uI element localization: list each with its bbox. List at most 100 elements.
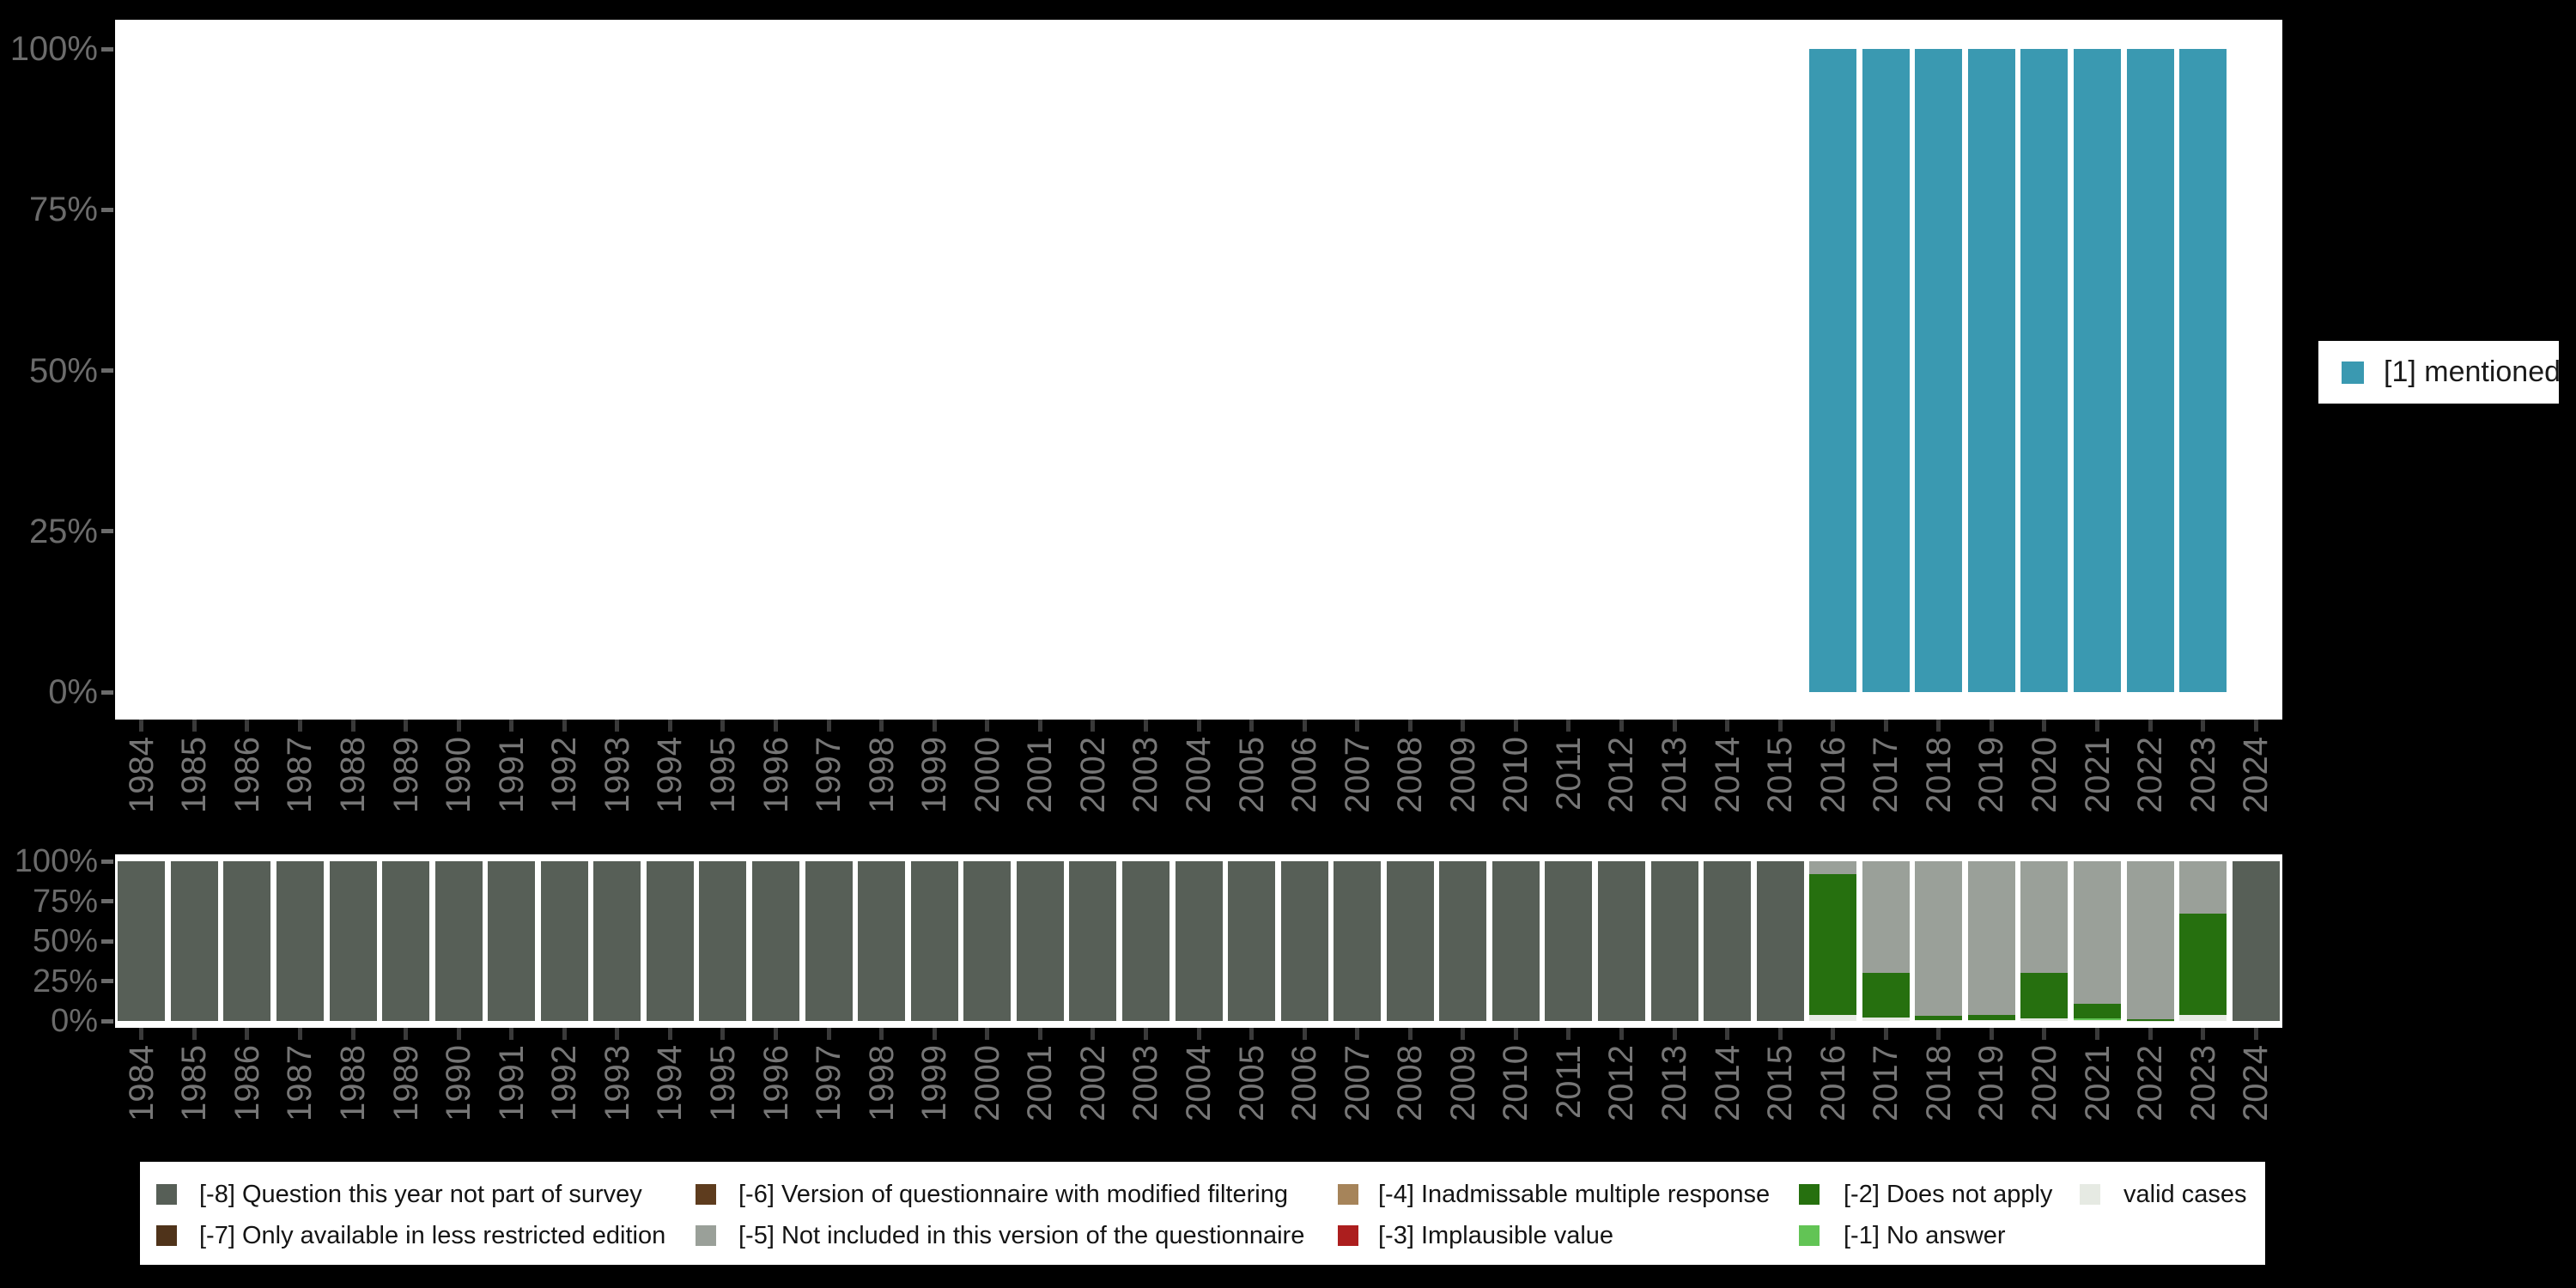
x-axis-label: 2006: [1285, 737, 1324, 813]
y-axis-tick: [101, 207, 113, 212]
x-axis-label: 1998: [862, 1045, 901, 1121]
x-axis-label: 1991: [492, 1045, 531, 1121]
bar-mentioned: [2074, 49, 2122, 692]
bar-segment: [1967, 861, 2015, 1015]
bar-segment: [2126, 861, 2174, 1019]
x-axis-tick: [1302, 1028, 1307, 1040]
x-axis-label: 1984: [122, 1045, 161, 1121]
x-axis-label: 2020: [2025, 737, 2063, 813]
x-axis-label: 1990: [440, 1045, 478, 1121]
legend-swatch: [2080, 1184, 2100, 1205]
x-axis-tick: [1091, 1028, 1096, 1040]
x-axis-label: 2019: [1972, 1045, 2011, 1121]
x-axis-label: 1991: [492, 737, 531, 813]
bar-segment: [1280, 861, 1328, 1021]
bar-segment: [1756, 861, 1804, 1021]
bar-segment: [963, 861, 1012, 1021]
x-axis-tick: [879, 720, 884, 732]
x-axis-tick: [774, 1028, 778, 1040]
y-axis-tick: [101, 46, 113, 52]
x-axis-label: 2014: [1708, 737, 1747, 813]
bar-segment: [1967, 1020, 2015, 1021]
x-axis-label: 1992: [545, 737, 584, 813]
x-axis-label: 1989: [386, 737, 425, 813]
x-axis-label: 2003: [1127, 737, 1165, 813]
x-axis-label: 2019: [1972, 737, 2011, 813]
x-axis-label: 2005: [1232, 737, 1271, 813]
bar-segment: [2074, 861, 2122, 1005]
bar-segment: [1862, 973, 1910, 1018]
x-axis-tick: [1355, 1028, 1360, 1040]
bar-segment: [2020, 861, 2069, 974]
x-axis-tick: [2148, 720, 2153, 732]
x-axis-label: 1994: [651, 737, 690, 813]
mentioned-legend-label: [1] mentioned: [2384, 355, 2561, 388]
x-axis-label: 2009: [1443, 737, 1482, 813]
x-axis-tick: [509, 720, 514, 732]
bar-segment: [1809, 861, 1857, 874]
y-axis-tick: [101, 368, 113, 373]
x-axis-tick: [1725, 720, 1730, 732]
x-axis-label: 1993: [598, 1045, 636, 1121]
bar-segment: [752, 861, 799, 1021]
y-axis-label: 100%: [9, 30, 98, 68]
x-axis-tick: [826, 1028, 831, 1040]
bar-segment: [2074, 1018, 2122, 1021]
bar-segment: [1069, 861, 1117, 1021]
x-axis-tick: [1249, 720, 1255, 732]
x-axis-tick: [2253, 1028, 2258, 1040]
x-axis-label: 2015: [1761, 1045, 1800, 1121]
bar-segment: [2179, 914, 2227, 1015]
top-legend: [1] mentioned: [2318, 341, 2561, 404]
legend-label: [-5] Not included in this version of the…: [738, 1222, 1305, 1249]
x-axis-tick: [509, 1028, 514, 1040]
x-axis-tick: [2201, 720, 2206, 732]
x-axis-tick: [562, 1028, 567, 1040]
x-axis-tick: [350, 720, 355, 732]
legend-swatch: [1799, 1225, 1820, 1246]
x-axis-label: 2021: [2078, 1045, 2117, 1121]
bar-segment: [2126, 1018, 2174, 1021]
x-axis-tick: [1777, 1028, 1783, 1040]
y-axis-label: 0%: [51, 1003, 98, 1039]
x-axis-label: 1985: [175, 737, 214, 813]
x-axis-tick: [1725, 1028, 1730, 1040]
bar-segment: [1650, 861, 1698, 1021]
x-axis-label: 1990: [440, 737, 478, 813]
legend-label: [-4] Inadmissable multiple response: [1378, 1181, 1771, 1208]
x-axis-label: 1999: [915, 1045, 954, 1121]
y-axis-label: 100%: [14, 843, 98, 879]
legend-label: [-3] Implausible value: [1378, 1222, 1614, 1249]
x-axis-label: 2024: [2237, 737, 2275, 813]
x-axis-tick: [1989, 1028, 1994, 1040]
x-axis-tick: [985, 720, 990, 732]
bar-mentioned: [1967, 49, 2015, 692]
x-axis-label: 1994: [651, 1045, 690, 1121]
bar-segment: [1386, 861, 1434, 1021]
x-axis-label: 2008: [1391, 737, 1430, 813]
bar-segment: [1175, 861, 1223, 1021]
x-axis-tick: [1461, 1028, 1466, 1040]
x-axis-label: 1988: [334, 1045, 373, 1121]
bar-mentioned: [1862, 49, 1910, 692]
x-axis-tick: [1143, 720, 1148, 732]
x-axis-label: 2007: [1338, 737, 1376, 813]
bar-mentioned: [2179, 49, 2227, 692]
x-axis-tick: [2095, 1028, 2100, 1040]
x-axis-tick: [1461, 720, 1466, 732]
legend-label: [-2] Does not apply: [1844, 1181, 2053, 1208]
x-axis-tick: [297, 720, 302, 732]
bar-mentioned: [2126, 49, 2174, 692]
x-axis-label: 2001: [1021, 1045, 1060, 1121]
x-axis-tick: [879, 1028, 884, 1040]
x-axis-label: 2014: [1708, 1045, 1747, 1121]
x-axis-label: 1985: [175, 1045, 214, 1121]
y-axis-tick: [101, 690, 113, 695]
legend-label: valid cases: [2123, 1181, 2247, 1208]
x-axis-label: 2016: [1814, 737, 1852, 813]
bar-segment: [1439, 861, 1487, 1021]
x-axis-tick: [2201, 1028, 2206, 1040]
x-axis-tick: [1883, 1028, 1888, 1040]
bar-segment: [382, 861, 430, 1021]
